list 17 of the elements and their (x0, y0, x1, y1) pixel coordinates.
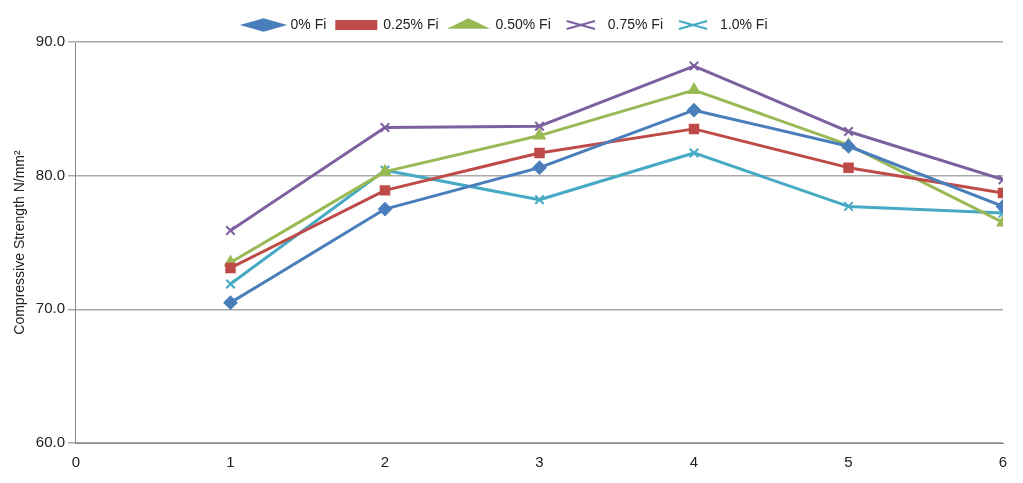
x-tick-label: 0 (71, 453, 81, 471)
legend-label: 0.75% Fi (607, 15, 664, 32)
y-axis-title: Compressive Strength N/mm² (11, 149, 28, 335)
x-tick-label: 4 (689, 453, 699, 471)
legend-label: 0.50% Fi (495, 15, 551, 32)
y-tick-label: 60.0 (35, 433, 65, 451)
y-tick-label: 90.0 (35, 32, 65, 50)
x-tick-label: 1 (226, 453, 235, 471)
x-tick-label: 3 (535, 453, 544, 471)
x-tick-label: 6 (998, 453, 1008, 471)
x-tick-label: 5 (844, 453, 853, 471)
y-tick-label: 80.0 (35, 165, 65, 183)
legend-label: 1.0% Fi (720, 15, 768, 32)
y-tick-label: 70.0 (35, 299, 65, 317)
legend-label: 0% Fi (290, 15, 327, 32)
x-tick-label: 2 (380, 453, 390, 471)
legend-label: 0.25% Fi (383, 15, 439, 32)
